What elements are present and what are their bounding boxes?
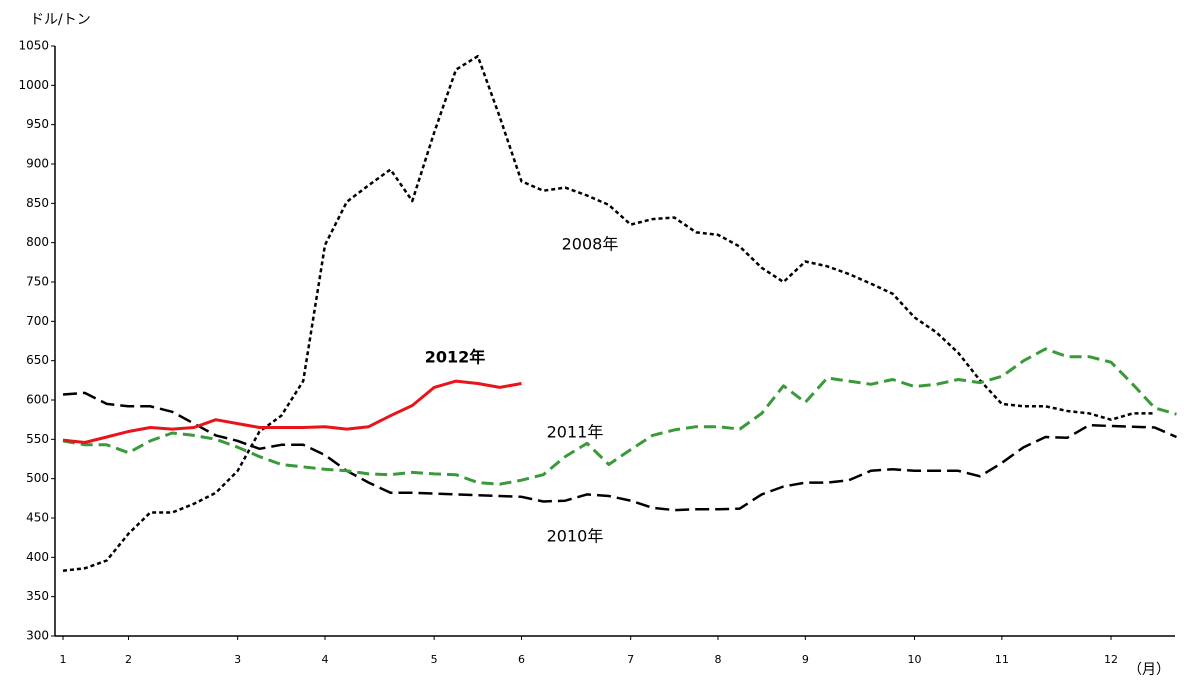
series-label: 2012年 [425, 348, 486, 367]
series-line [62, 379, 522, 444]
series-label: 2011年 [547, 423, 604, 442]
y-tick-label: 500 [26, 471, 49, 485]
x-unit: （月） [1128, 662, 1170, 678]
series-line [62, 391, 1177, 512]
x-tick-label: 11 [995, 653, 1009, 666]
x-tick-label: 8 [715, 653, 722, 666]
y-tick-label: 700 [26, 314, 49, 328]
series-label: 2008年 [562, 235, 619, 254]
x-tick-label: 7 [627, 653, 634, 666]
y-tick-label: 850 [26, 196, 49, 210]
y-tick-label: 550 [26, 432, 49, 446]
x-tick-label: 9 [802, 653, 809, 666]
x-tick-label: 3 [234, 653, 241, 666]
x-tick-label: 2 [125, 653, 132, 666]
y-tick-label: 350 [26, 589, 49, 603]
y-tick-label: 950 [26, 117, 49, 131]
y-tick-label: 1050 [18, 39, 49, 53]
y-tick-label: 800 [26, 235, 49, 249]
x-tick-label: 6 [518, 653, 525, 666]
y-tick-label: 1000 [18, 78, 49, 92]
x-tick-label: 1 [60, 653, 67, 666]
series-line [62, 347, 1177, 486]
y-tick-label: 900 [26, 157, 49, 171]
y-tick-label: 650 [26, 353, 49, 367]
series-line [62, 54, 1155, 572]
y-tick-label: 750 [26, 275, 49, 289]
y-tick-label: 400 [26, 550, 49, 564]
y-tick-label: 450 [26, 511, 49, 525]
y-tick-label: 300 [26, 629, 49, 643]
x-tick-label: 4 [322, 653, 329, 666]
y-unit: ドル/トン [30, 12, 91, 28]
series-label: 2010年 [547, 527, 604, 546]
x-tick-label: 12 [1104, 653, 1118, 666]
x-tick-label: 10 [908, 653, 922, 666]
x-tick-label: 5 [431, 653, 438, 666]
y-tick-label: 600 [26, 393, 49, 407]
